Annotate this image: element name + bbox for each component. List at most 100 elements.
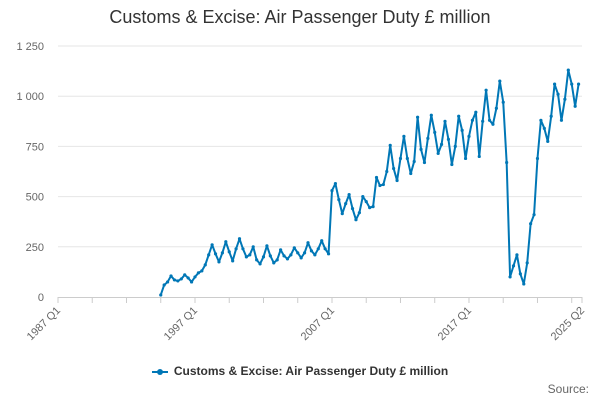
data-point[interactable] <box>392 166 396 171</box>
data-point[interactable] <box>220 251 224 255</box>
data-point[interactable] <box>350 207 355 211</box>
data-point[interactable] <box>563 97 567 101</box>
data-point[interactable] <box>402 134 406 138</box>
data-point[interactable] <box>453 144 457 148</box>
data-point[interactable] <box>169 274 173 278</box>
data-point[interactable] <box>333 181 338 186</box>
data-point[interactable] <box>405 156 409 161</box>
data-point[interactable] <box>542 126 546 130</box>
data-point[interactable] <box>265 244 269 248</box>
data-point[interactable] <box>378 183 382 188</box>
data-point[interactable] <box>361 195 365 199</box>
data-point[interactable] <box>210 243 214 247</box>
data-point[interactable] <box>474 110 478 114</box>
data-point[interactable] <box>299 256 303 260</box>
data-point[interactable] <box>529 222 533 226</box>
data-point[interactable] <box>511 264 516 268</box>
data-point[interactable] <box>426 136 430 140</box>
data-point[interactable] <box>576 82 581 86</box>
data-point[interactable] <box>494 106 498 110</box>
data-point[interactable] <box>330 188 334 193</box>
data-point[interactable] <box>196 271 201 275</box>
data-point[interactable] <box>439 142 444 146</box>
data-point[interactable] <box>546 139 550 143</box>
data-point[interactable] <box>285 257 290 261</box>
data-point[interactable] <box>467 134 471 138</box>
data-point[interactable] <box>532 213 536 217</box>
data-point[interactable] <box>484 88 488 92</box>
data-point[interactable] <box>213 252 218 256</box>
data-point[interactable] <box>566 68 570 72</box>
data-point[interactable] <box>388 143 392 147</box>
data-point[interactable] <box>248 253 252 257</box>
data-point[interactable] <box>409 171 413 176</box>
data-point[interactable] <box>275 258 279 262</box>
data-point[interactable] <box>570 82 574 86</box>
data-point[interactable] <box>172 278 177 282</box>
data-point[interactable] <box>508 275 512 279</box>
data-point[interactable] <box>272 261 276 265</box>
data-point[interactable] <box>279 248 283 252</box>
data-point[interactable] <box>501 100 505 104</box>
data-point[interactable] <box>207 253 211 257</box>
data-point[interactable] <box>326 252 331 256</box>
data-point[interactable] <box>268 254 272 258</box>
data-point[interactable] <box>237 237 242 241</box>
data-point[interactable] <box>193 275 197 279</box>
data-point[interactable] <box>316 247 320 251</box>
data-point[interactable] <box>429 113 433 117</box>
data-point[interactable] <box>549 114 553 118</box>
data-point[interactable] <box>539 118 543 122</box>
data-point[interactable] <box>165 280 170 284</box>
legend[interactable]: Customs & Excise: Air Passenger Duty £ m… <box>0 364 600 378</box>
data-point[interactable] <box>309 249 314 253</box>
data-point[interactable] <box>463 156 468 161</box>
data-point[interactable] <box>398 156 403 161</box>
data-point[interactable] <box>446 137 451 141</box>
data-point[interactable] <box>515 253 519 257</box>
data-point[interactable] <box>381 182 385 187</box>
data-point[interactable] <box>553 82 557 86</box>
data-point[interactable] <box>368 206 372 210</box>
data-point[interactable] <box>443 119 447 123</box>
data-point[interactable] <box>255 258 259 262</box>
data-point[interactable] <box>573 104 577 108</box>
data-point[interactable] <box>460 128 464 132</box>
data-point[interactable] <box>498 79 502 83</box>
data-point[interactable] <box>364 200 368 204</box>
data-point[interactable] <box>535 156 540 161</box>
data-point[interactable] <box>306 241 310 245</box>
data-point[interactable] <box>292 246 296 250</box>
data-point[interactable] <box>302 251 307 255</box>
data-point[interactable] <box>487 118 492 122</box>
data-point[interactable] <box>313 253 317 257</box>
data-point[interactable] <box>244 255 248 259</box>
data-point[interactable] <box>189 280 194 284</box>
data-point[interactable] <box>419 147 423 152</box>
data-point[interactable] <box>412 159 416 164</box>
data-point[interactable] <box>203 263 207 267</box>
data-point[interactable] <box>344 202 348 206</box>
data-point[interactable] <box>518 272 522 276</box>
source-label[interactable]: Source: <box>547 382 589 396</box>
data-point[interactable] <box>261 255 266 259</box>
data-point[interactable] <box>227 250 231 254</box>
data-point[interactable] <box>258 262 262 266</box>
data-point[interactable] <box>395 178 399 183</box>
data-point[interactable] <box>224 240 228 244</box>
data-point[interactable] <box>323 247 327 251</box>
data-point[interactable] <box>477 154 481 159</box>
data-point[interactable] <box>457 114 461 118</box>
data-point[interactable] <box>422 160 427 165</box>
series-line[interactable] <box>159 69 580 296</box>
data-point[interactable] <box>556 92 560 96</box>
data-point[interactable] <box>450 162 454 167</box>
data-point[interactable] <box>217 260 221 264</box>
data-point[interactable] <box>234 247 238 251</box>
data-point[interactable] <box>357 211 361 215</box>
data-point[interactable] <box>337 198 341 202</box>
data-point[interactable] <box>231 259 235 263</box>
data-point[interactable] <box>251 245 255 249</box>
data-point[interactable] <box>296 251 300 255</box>
data-point[interactable] <box>179 277 183 281</box>
